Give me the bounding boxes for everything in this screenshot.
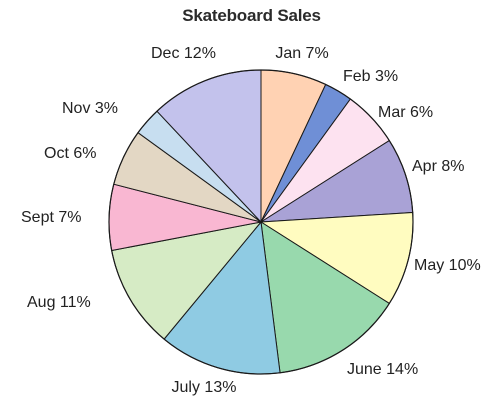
slice-label-oct: Oct 6% [44,145,96,162]
slice-label-july: July 13% [172,379,237,396]
slice-label-mar: Mar 6% [378,104,433,121]
pie-labels: Jan 7% Feb 3% Mar 6% Apr 8% May 10% June 14% J… [21,45,481,396]
slice-label-apr: Apr 8% [412,158,464,175]
slice-label-jan: Jan 7% [275,45,328,62]
slice-label-feb: Feb 3% [343,68,398,85]
chart-title: Skateboard Sales [182,6,321,25]
slice-label-june: June 14% [347,361,418,378]
slice-label-dec: Dec 12% [151,45,216,62]
slice-label-may: May 10% [414,257,481,274]
slice-label-sept: Sept 7% [21,209,81,226]
slice-label-aug: Aug 11% [27,294,91,311]
slice-label-nov: Nov 3% [62,100,118,117]
pie-slices [108,69,414,375]
pie-outline [108,69,414,375]
